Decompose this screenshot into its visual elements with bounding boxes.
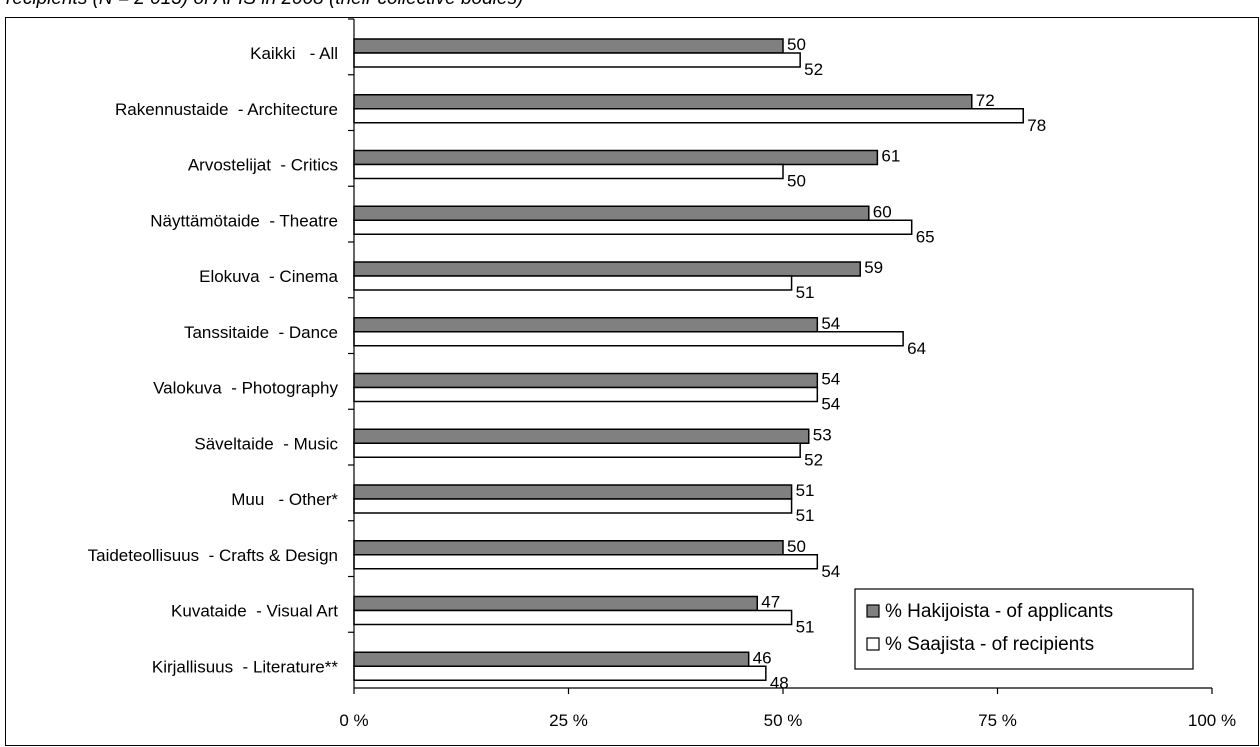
bar-recipients xyxy=(353,498,793,514)
value-label-recipients: 52 xyxy=(804,450,823,469)
x-tick-label: 25 % xyxy=(549,711,588,730)
value-label-applicants: 47 xyxy=(761,593,780,612)
category-label: Valokuva - Photography xyxy=(153,379,338,398)
legend-swatch-recipients xyxy=(866,637,880,651)
category-labels: Kaikki - All Rakennustaide - Architecture… xyxy=(88,44,339,676)
category-label: Muu - Other* xyxy=(231,490,338,509)
bar-applicants xyxy=(353,595,759,612)
bar-recipients xyxy=(353,386,819,403)
x-tick-label: 50 % xyxy=(764,711,803,730)
category-label: Elokuva - Cinema xyxy=(199,267,338,286)
value-label-recipients: 64 xyxy=(907,339,926,358)
value-label-recipients: 50 xyxy=(787,172,806,191)
legend-label-applicants: % Hakijoista - of applicants xyxy=(885,601,1113,622)
x-tick-label: 100 % xyxy=(1188,711,1236,730)
bar-applicants xyxy=(353,428,810,444)
bar-applicants xyxy=(353,651,750,667)
bar-recipients xyxy=(353,52,801,68)
bar-recipients xyxy=(353,331,904,347)
bar-recipients xyxy=(353,163,784,180)
bar-applicants xyxy=(353,94,973,110)
legend-swatch-applicants xyxy=(866,604,880,618)
legend-label-recipients: % Saajista - of recipients xyxy=(885,634,1094,655)
category-label: Taideteollisuus - Crafts & Design xyxy=(88,546,338,565)
chart-caption: recipients (N = 2 013) of AFIS in 2008 (… xyxy=(6,0,523,10)
value-label-recipients: 54 xyxy=(821,562,840,581)
bar-recipients xyxy=(353,442,801,458)
bar-recipients xyxy=(353,275,793,291)
bar-applicants xyxy=(353,540,784,556)
category-label: Tanssitaide - Dance xyxy=(184,323,338,342)
category-label: Säveltaide - Music xyxy=(194,434,338,453)
value-labels: 50 52 72 78 61 50 60 65 59 51 54 64 54 54 53 52 51 51 50 54… xyxy=(753,35,1046,692)
value-label-applicants: 51 xyxy=(796,481,815,500)
value-label-recipients: 78 xyxy=(1027,116,1046,135)
bar-applicants xyxy=(353,38,784,54)
value-label-recipients: 51 xyxy=(796,506,815,525)
bar-applicants xyxy=(353,261,861,277)
x-tick-label: 75 % xyxy=(978,711,1017,730)
value-label-applicants: 46 xyxy=(753,648,772,667)
category-label: Kuvataide - Visual Art xyxy=(171,602,338,621)
value-label-applicants: 50 xyxy=(787,537,806,556)
legend-box xyxy=(854,588,1194,670)
axes: 0 % 25 % 50 % 75 % 100 % xyxy=(339,18,1236,730)
category-label: Rakennustaide - Architecture xyxy=(115,100,338,119)
chart-frame xyxy=(5,17,1259,746)
value-label-applicants: 53 xyxy=(813,425,832,444)
x-tick-label: 0 % xyxy=(339,711,368,730)
value-label-applicants: 50 xyxy=(787,35,806,54)
value-label-recipients: 65 xyxy=(916,227,935,246)
bar-recipients xyxy=(353,108,1024,124)
category-label: Arvostelijat - Critics xyxy=(188,156,338,175)
bar-applicants xyxy=(353,205,870,221)
category-label: Kirjallisuus - Literature** xyxy=(152,657,339,676)
category-label: Näyttämötaide - Theatre xyxy=(150,211,338,230)
bar-recipients xyxy=(353,554,819,570)
value-label-applicants: 72 xyxy=(976,91,995,110)
bar-applicants xyxy=(353,317,819,333)
value-label-applicants: 61 xyxy=(881,147,900,166)
bar-applicants xyxy=(353,484,793,500)
legend: % Hakijoista - of applicants % Saajista -… xyxy=(854,588,1194,670)
value-label-applicants: 60 xyxy=(873,202,892,221)
value-label-recipients: 51 xyxy=(796,283,815,302)
value-label-applicants: 59 xyxy=(864,258,883,277)
value-label-applicants: 54 xyxy=(821,370,840,389)
bars xyxy=(353,38,1024,681)
bar-applicants xyxy=(353,372,819,389)
value-label-applicants: 54 xyxy=(821,314,840,333)
bar-recipients xyxy=(353,219,913,235)
value-label-recipients: 52 xyxy=(804,60,823,79)
value-label-recipients: 51 xyxy=(796,618,815,637)
bar-recipients xyxy=(353,665,767,681)
category-label: Kaikki - All xyxy=(250,44,338,63)
bar-applicants xyxy=(353,149,879,166)
value-label-recipients: 54 xyxy=(821,395,840,414)
value-label-recipients: 48 xyxy=(770,673,789,692)
bar-recipients xyxy=(353,609,793,626)
